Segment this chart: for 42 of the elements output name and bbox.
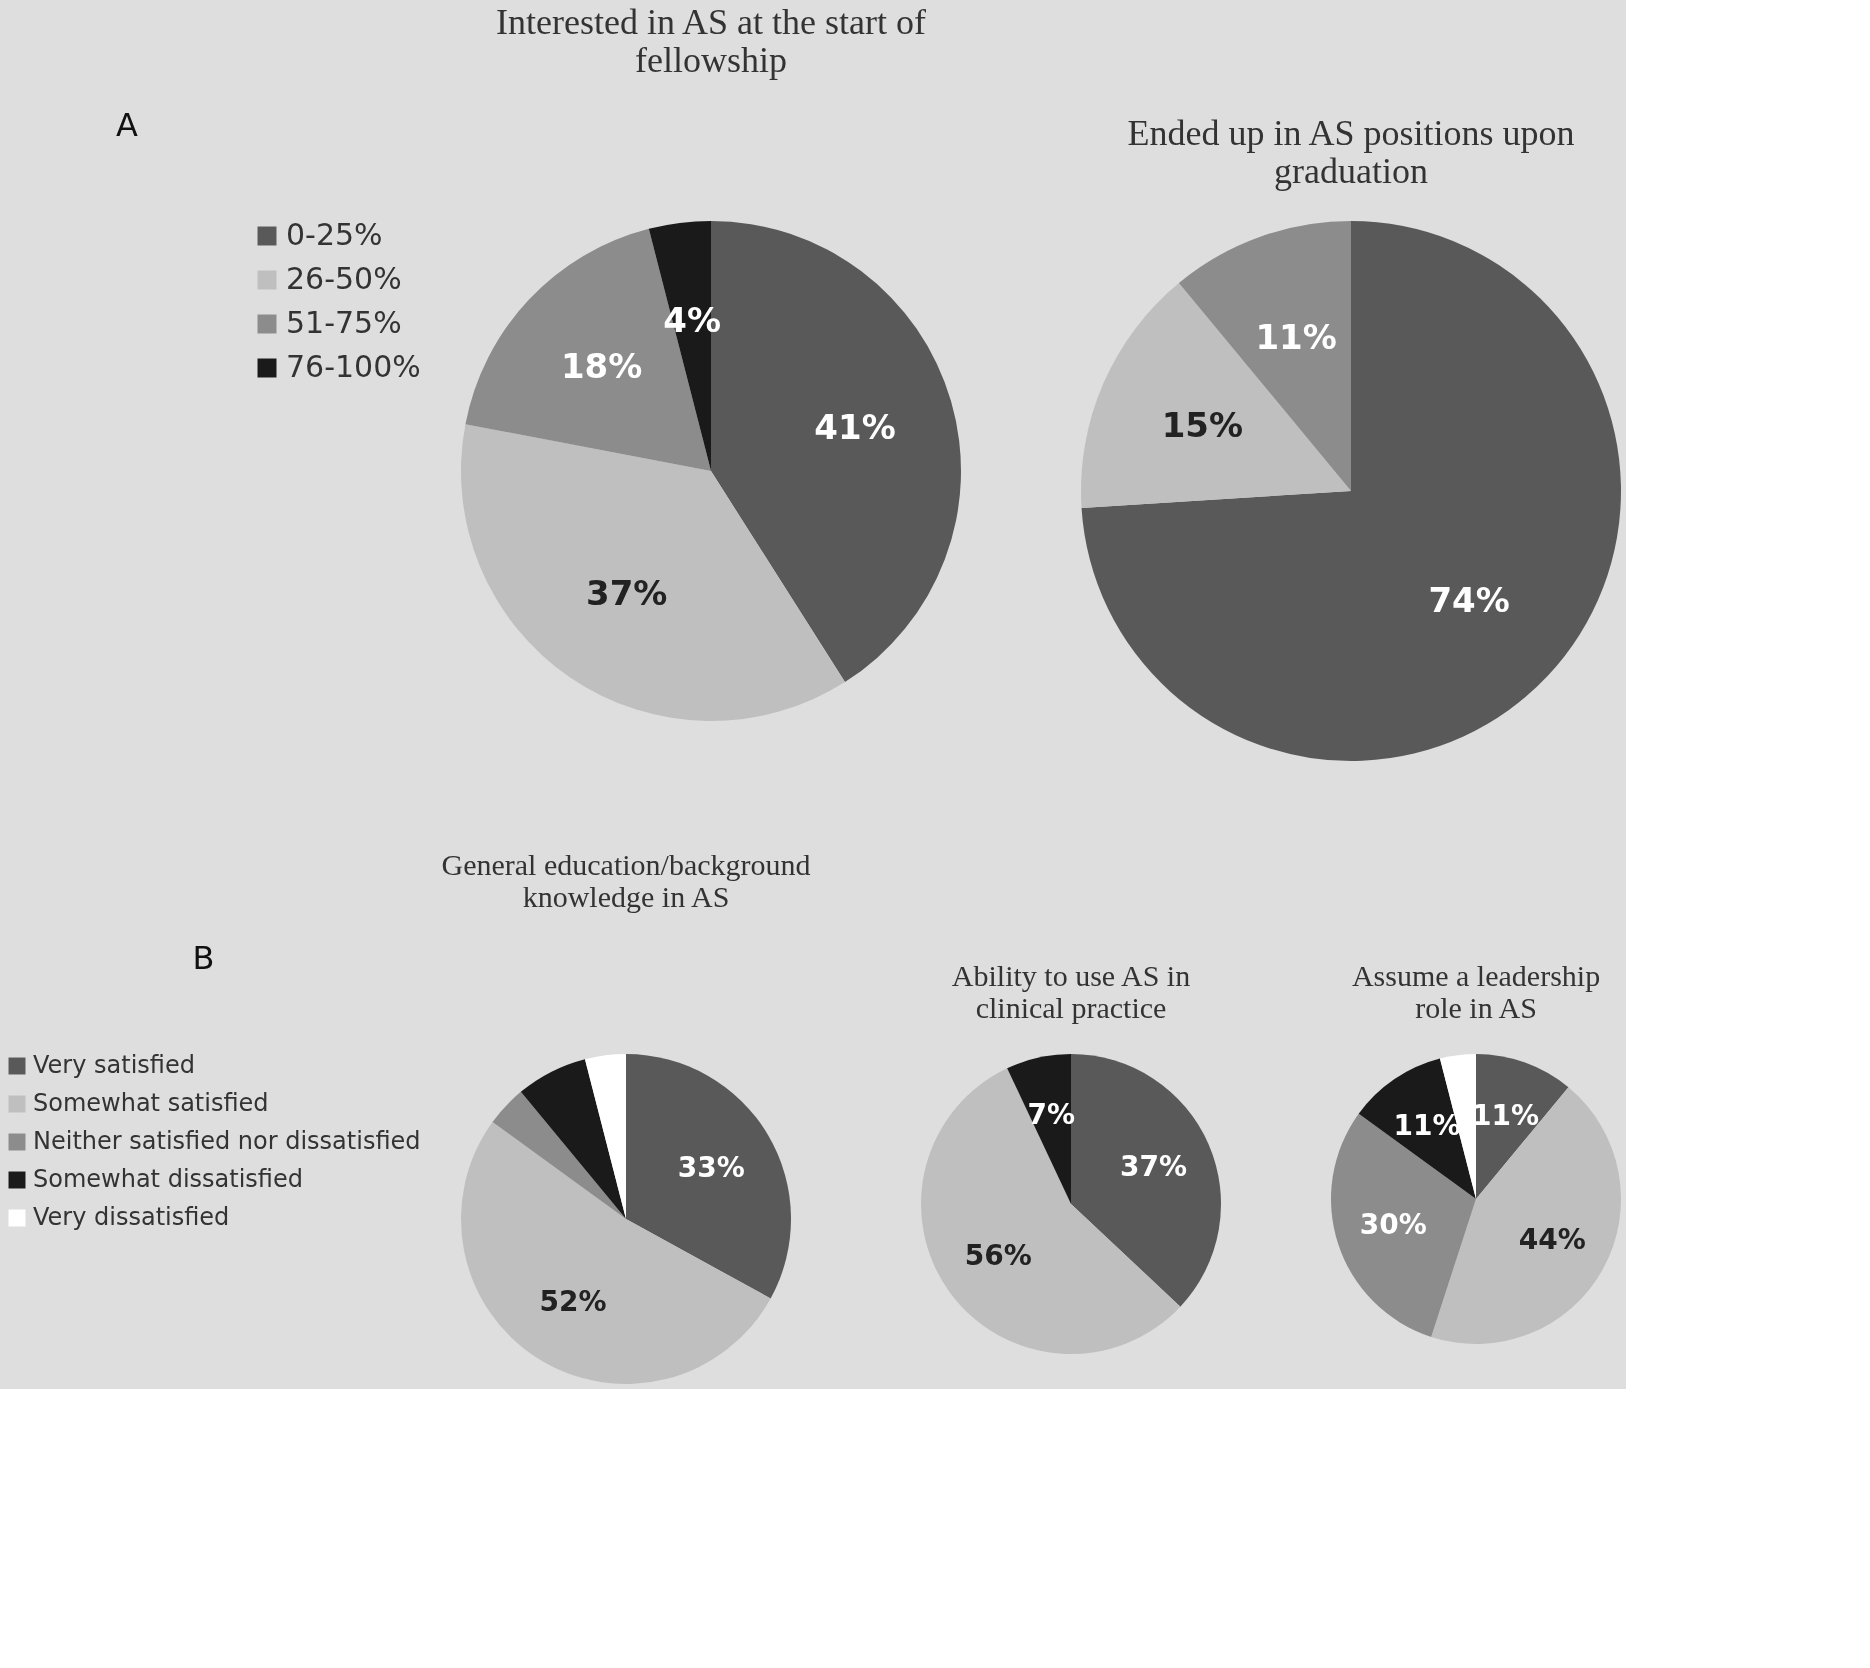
text: A xyxy=(116,106,138,144)
data-label: 44% xyxy=(1518,1222,1586,1256)
data-label: 37% xyxy=(1120,1150,1188,1184)
legend-label: 76-100% xyxy=(286,349,421,384)
data-label: 15% xyxy=(1161,404,1244,445)
data-label: 37% xyxy=(585,573,668,614)
legend-label: Somewhat satisfied xyxy=(33,1089,269,1117)
text: B xyxy=(192,939,215,977)
data-label: 41% xyxy=(814,407,896,448)
legend-label: 0-25% xyxy=(286,217,383,252)
pie-slice xyxy=(492,1091,626,1219)
chart-title: Assume a leadership role in AS xyxy=(1351,959,1601,1024)
data-label: 7% xyxy=(1027,1098,1076,1132)
data-label: 30% xyxy=(1359,1207,1427,1241)
legend-label: Somewhat dissatisfied xyxy=(33,1165,303,1193)
pie-slice xyxy=(461,1122,771,1384)
pie-slice xyxy=(1081,221,1621,761)
data-label: 11% xyxy=(1393,1109,1461,1143)
legend-label: 26-50% xyxy=(286,261,402,296)
pie-slice xyxy=(626,1054,791,1299)
data-label: 18% xyxy=(560,346,643,387)
data-label: 56% xyxy=(964,1238,1032,1272)
legend-label: Very dissatisfied xyxy=(33,1203,230,1231)
legend-label: 51-75% xyxy=(286,305,402,340)
pie-slice xyxy=(1476,1054,1569,1199)
pie-slice xyxy=(1081,282,1351,508)
chart-title: General education/background knowledge in AS xyxy=(441,848,811,913)
data-label: 74% xyxy=(1428,579,1510,620)
chart-title: Interested in AS at the start of fellowship xyxy=(496,2,926,80)
pie-slice xyxy=(1331,1113,1476,1337)
legend-label: Very satisfied xyxy=(33,1051,195,1079)
data-label: 33% xyxy=(677,1150,745,1184)
chart-title: Ended up in AS positions upon graduation xyxy=(1127,113,1575,191)
pie-slice xyxy=(520,1059,626,1219)
data-label: 4% xyxy=(663,300,722,341)
data-label: 52% xyxy=(539,1284,607,1318)
chart-title: Ability to use AS in clinical practice xyxy=(951,959,1191,1024)
data-label: 11% xyxy=(1471,1099,1539,1133)
legend-label: Neither satisfied nor dissatisfied xyxy=(33,1127,421,1155)
pie-slice xyxy=(1358,1058,1476,1199)
pie-slice xyxy=(584,1054,626,1219)
data-label: 11% xyxy=(1255,316,1337,357)
